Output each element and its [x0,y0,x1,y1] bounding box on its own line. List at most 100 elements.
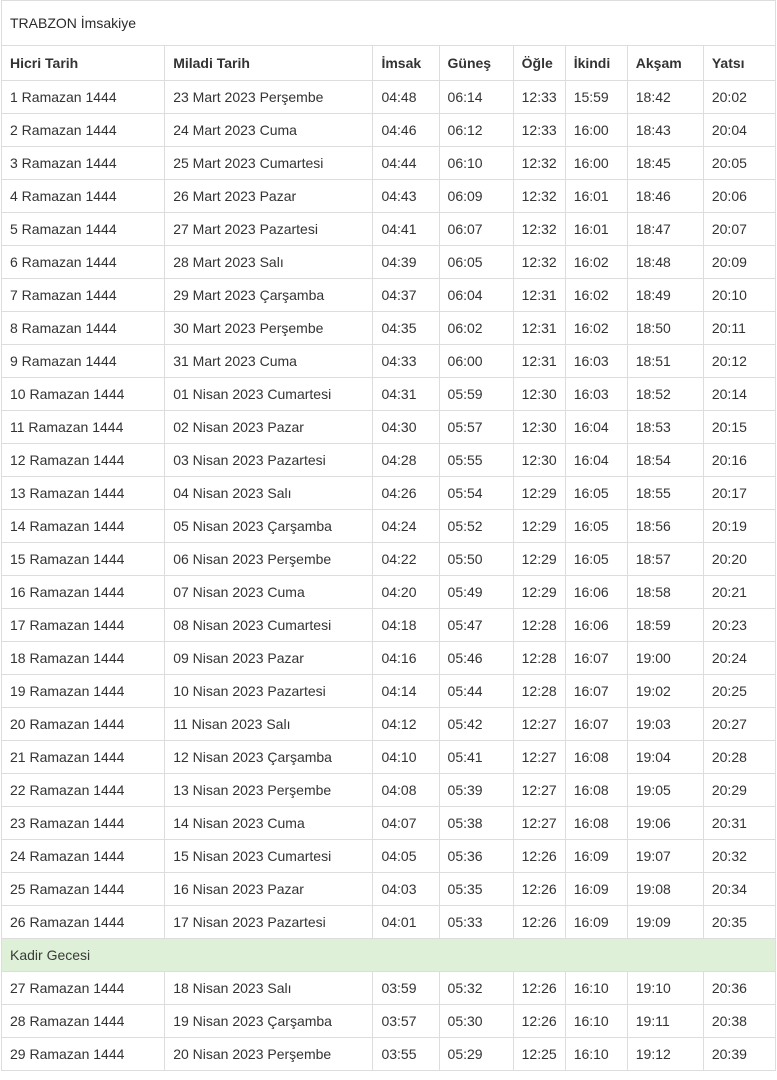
cell-gunes: 05:39 [438,773,514,807]
cell-imsak: 04:05 [372,839,440,873]
cell-yatsi: 20:29 [702,773,777,807]
cell-aksam: 18:53 [626,410,704,444]
cell-hicri: 11 Ramazan 1444 [0,410,166,444]
cell-ikindi: 16:05 [564,476,628,510]
cell-yatsi: 20:06 [702,179,777,213]
cell-miladi: 31 Mart 2023 Cuma [164,344,374,378]
cell-miladi: 28 Mart 2023 Salı [164,245,374,279]
cell-gunes: 05:33 [438,905,514,939]
cell-ikindi: 16:06 [564,575,628,609]
cell-ikindi: 16:03 [564,344,628,378]
cell-aksam: 19:07 [626,839,704,873]
cell-aksam: 19:12 [626,1037,704,1071]
cell-gunes: 05:42 [438,707,514,741]
cell-miladi: 08 Nisan 2023 Cumartesi [164,608,374,642]
cell-gunes: 05:47 [438,608,514,642]
cell-ogle: 12:26 [512,1004,566,1038]
cell-ogle: 12:32 [512,245,566,279]
cell-gunes: 05:49 [438,575,514,609]
column-header-ogle: Öğle [512,45,566,81]
cell-ogle: 12:25 [512,1037,566,1071]
cell-yatsi: 20:27 [702,707,777,741]
cell-gunes: 06:07 [438,212,514,246]
cell-imsak: 04:44 [372,146,440,180]
cell-imsak: 04:12 [372,707,440,741]
cell-gunes: 06:12 [438,113,514,147]
cell-miladi: 25 Mart 2023 Cumartesi [164,146,374,180]
cell-ikindi: 16:07 [564,674,628,708]
cell-yatsi: 20:14 [702,377,777,411]
cell-imsak: 04:14 [372,674,440,708]
cell-hicri: 17 Ramazan 1444 [0,608,166,642]
cell-yatsi: 20:32 [702,839,777,873]
cell-miladi: 09 Nisan 2023 Pazar [164,641,374,675]
cell-aksam: 19:11 [626,1004,704,1038]
cell-ogle: 12:31 [512,311,566,345]
cell-imsak: 04:18 [372,608,440,642]
cell-ogle: 12:29 [512,509,566,543]
cell-ikindi: 16:05 [564,509,628,543]
table-row: 17 Ramazan 1444 08 Nisan 2023 Cumartesi 04… [0,608,777,642]
cell-yatsi: 20:17 [702,476,777,510]
cell-aksam: 18:45 [626,146,704,180]
cell-miladi: 06 Nisan 2023 Perşembe [164,542,374,576]
cell-imsak: 04:46 [372,113,440,147]
cell-hicri: 26 Ramazan 1444 [0,905,166,939]
cell-aksam: 19:04 [626,740,704,774]
cell-ikindi: 16:08 [564,806,628,840]
cell-hicri: 8 Ramazan 1444 [0,311,166,345]
table-row: 15 Ramazan 1444 06 Nisan 2023 Perşembe 04:… [0,542,777,576]
cell-ogle: 12:28 [512,608,566,642]
cell-ikindi: 16:05 [564,542,628,576]
cell-imsak: 04:22 [372,542,440,576]
cell-ogle: 12:29 [512,476,566,510]
cell-gunes: 05:46 [438,641,514,675]
cell-yatsi: 20:19 [702,509,777,543]
cell-ikindi: 16:09 [564,905,628,939]
cell-aksam: 18:52 [626,377,704,411]
cell-imsak: 04:10 [372,740,440,774]
cell-miladi: 26 Mart 2023 Pazar [164,179,374,213]
cell-yatsi: 20:10 [702,278,777,312]
cell-ogle: 12:27 [512,773,566,807]
cell-imsak: 04:41 [372,212,440,246]
table-row: 25 Ramazan 1444 16 Nisan 2023 Pazar 04:03 0… [0,872,777,906]
cell-ogle: 12:26 [512,872,566,906]
cell-ikindi: 16:08 [564,740,628,774]
cell-ogle: 12:27 [512,806,566,840]
cell-hicri: 25 Ramazan 1444 [0,872,166,906]
section-label: Kadir Gecesi [1,938,776,972]
table-row: 8 Ramazan 1444 30 Mart 2023 Perşembe 04:35… [0,311,777,345]
cell-imsak: 04:31 [372,377,440,411]
table-row: 18 Ramazan 1444 09 Nisan 2023 Pazar 04:16 0… [0,641,777,675]
cell-imsak: 04:28 [372,443,440,477]
cell-aksam: 18:48 [626,245,704,279]
cell-aksam: 18:54 [626,443,704,477]
cell-ikindi: 16:04 [564,410,628,444]
cell-ogle: 12:33 [512,113,566,147]
cell-ikindi: 16:04 [564,443,628,477]
cell-aksam: 18:43 [626,113,704,147]
cell-ikindi: 16:01 [564,179,628,213]
cell-miladi: 04 Nisan 2023 Salı [164,476,374,510]
table-row: 11 Ramazan 1444 02 Nisan 2023 Pazar 04:30 0… [0,410,777,444]
cell-miladi: 23 Mart 2023 Perşembe [164,80,374,114]
table-row: 13 Ramazan 1444 04 Nisan 2023 Salı 04:26 05… [0,476,777,510]
cell-hicri: 4 Ramazan 1444 [0,179,166,213]
cell-miladi: 14 Nisan 2023 Cuma [164,806,374,840]
cell-gunes: 05:55 [438,443,514,477]
cell-gunes: 06:00 [438,344,514,378]
cell-miladi: 17 Nisan 2023 Pazartesi [164,905,374,939]
cell-yatsi: 20:31 [702,806,777,840]
cell-gunes: 05:50 [438,542,514,576]
cell-gunes: 06:09 [438,179,514,213]
cell-hicri: 9 Ramazan 1444 [0,344,166,378]
cell-hicri: 12 Ramazan 1444 [0,443,166,477]
cell-ikindi: 16:10 [564,1037,628,1071]
cell-miladi: 01 Nisan 2023 Cumartesi [164,377,374,411]
cell-aksam: 18:47 [626,212,704,246]
cell-miladi: 12 Nisan 2023 Çarşamba [164,740,374,774]
cell-hicri: 22 Ramazan 1444 [0,773,166,807]
cell-gunes: 05:35 [438,872,514,906]
